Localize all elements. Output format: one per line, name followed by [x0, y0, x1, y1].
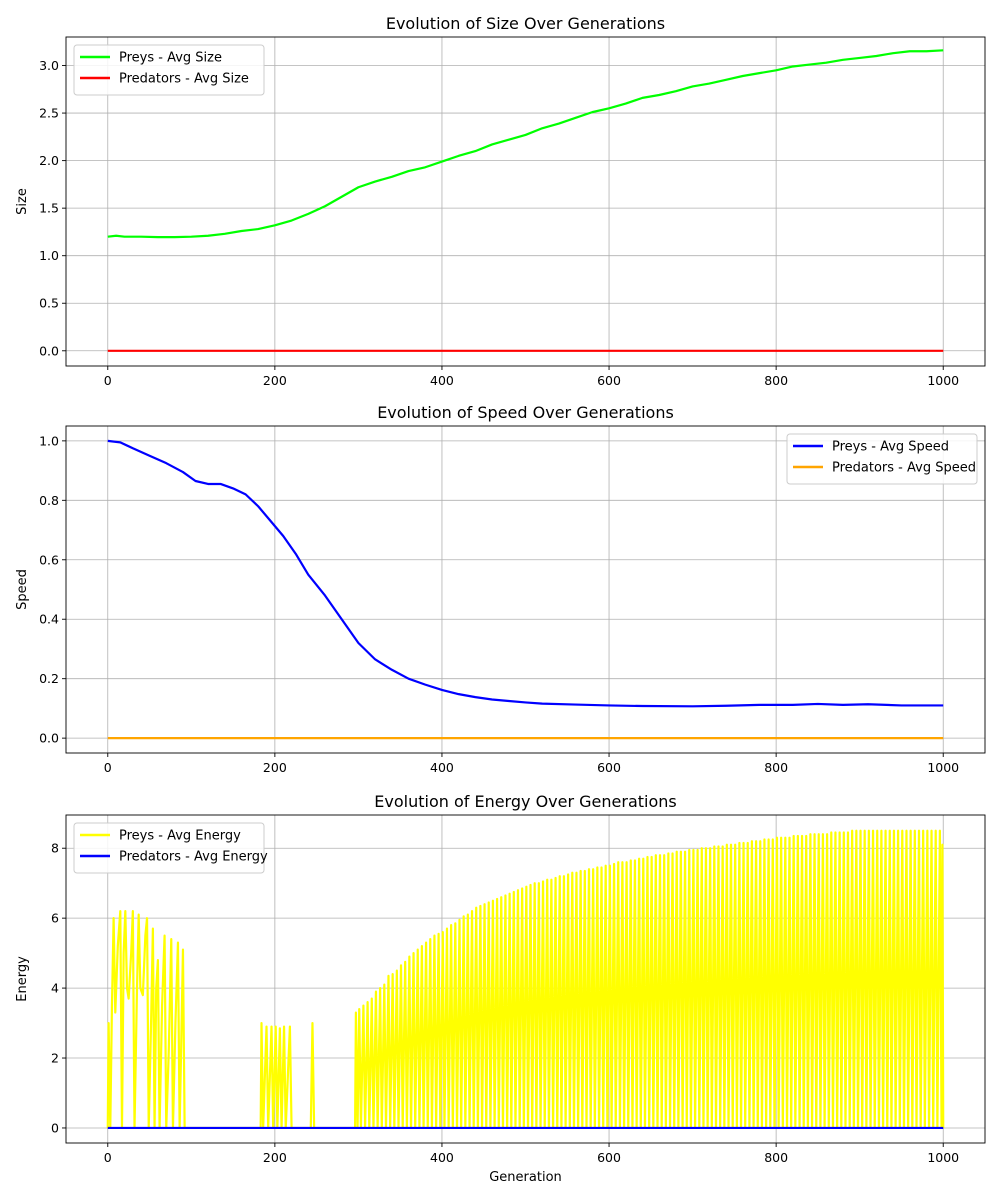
chart-title: Evolution of Size Over Generations — [386, 14, 665, 33]
y-tick-label: 1.0 — [39, 248, 59, 263]
x-tick-label: 200 — [263, 760, 287, 775]
legend-label-2: Predators - Avg Speed — [832, 461, 976, 476]
y-tick-label: 1.0 — [39, 433, 59, 448]
y-axis-label: Speed — [15, 569, 30, 610]
legend: Preys - Avg Energy Predators - Avg Energy — [73, 822, 268, 874]
chart-1: 0 200 400 600 800 1000 0.0 0.5 1.0 1.5 2.0 2.5 3.0 Ev… — [15, 14, 986, 388]
x-tick-label: 600 — [597, 373, 621, 388]
legend-label-1: Preys - Avg Energy — [119, 829, 241, 844]
legend-label-1: Preys - Avg Size — [119, 51, 222, 66]
axes-frame — [65, 36, 986, 367]
legend-frame — [73, 44, 265, 96]
x-tick-label: 800 — [764, 373, 788, 388]
y-tick-label: 3.0 — [39, 58, 59, 73]
y-tick-label: 0 — [51, 1120, 59, 1135]
legend-label-1: Preys - Avg Speed — [832, 440, 949, 455]
x-tick-label: 200 — [263, 373, 287, 388]
y-tick-label: 0.4 — [39, 612, 59, 627]
y-tick-label: 8 — [51, 841, 59, 856]
y-tick-label: 2.0 — [39, 153, 59, 168]
chart-2: 0 200 400 600 800 1000 0.0 0.2 0.4 0.6 0.8 1.0 Evolu… — [15, 403, 986, 775]
axes-frame — [65, 425, 986, 754]
y-tick-label: 0.0 — [39, 343, 59, 358]
y-tick-label: 0.0 — [39, 731, 59, 746]
y-axis-label: Size — [15, 188, 30, 215]
x-tick-label: 400 — [430, 1150, 454, 1165]
plot-area — [106, 829, 945, 1130]
x-tick-label: 0 — [104, 1150, 112, 1165]
x-tick-label: 400 — [430, 373, 454, 388]
chart-title: Evolution of Energy Over Generations — [374, 792, 676, 811]
y-tick-label: 1.5 — [39, 201, 59, 216]
legend: Preys - Avg Speed Predators - Avg Speed — [786, 433, 978, 485]
x-tick-label: 1000 — [927, 1150, 959, 1165]
y-tick-label: 6 — [51, 911, 59, 926]
chart-title: Evolution of Speed Over Generations — [377, 403, 674, 422]
y-tick-label: 2.5 — [39, 106, 59, 121]
chart-3: 0 200 400 600 800 1000 0 2 4 6 8 Evolution of Energ… — [15, 792, 986, 1185]
x-tick-label: 1000 — [927, 373, 959, 388]
y-tick-label: 0.5 — [39, 296, 59, 311]
y-axis-label: Energy — [15, 956, 30, 1002]
y-tick-label: 0.2 — [39, 671, 59, 686]
x-axis-label: Generation — [489, 1170, 562, 1185]
x-tick-label: 0 — [104, 760, 112, 775]
plot-area — [107, 439, 944, 740]
y-tick-label: 0.6 — [39, 552, 59, 567]
x-tick-label: 800 — [764, 760, 788, 775]
x-tick-label: 1000 — [927, 760, 959, 775]
y-tick-label: 4 — [51, 981, 59, 996]
series-line-1 — [106, 829, 945, 1130]
legend-label-2: Predators - Avg Size — [119, 72, 249, 87]
series-line-1 — [107, 439, 944, 708]
x-tick-label: 800 — [764, 1150, 788, 1165]
x-tick-label: 400 — [430, 760, 454, 775]
x-tick-label: 600 — [597, 1150, 621, 1165]
legend-frame — [786, 433, 978, 485]
legend-label-2: Predators - Avg Energy — [119, 850, 268, 865]
x-tick-label: 600 — [597, 760, 621, 775]
x-tick-label: 200 — [263, 1150, 287, 1165]
x-tick-label: 0 — [104, 373, 112, 388]
series-line-1 — [107, 49, 944, 239]
legend: Preys - Avg Size Predators - Avg Size — [73, 44, 265, 96]
y-tick-label: 0.8 — [39, 493, 59, 508]
axes-frame — [65, 814, 986, 1144]
plot-area — [107, 49, 944, 352]
legend-frame — [73, 822, 265, 874]
y-tick-label: 2 — [51, 1051, 59, 1066]
